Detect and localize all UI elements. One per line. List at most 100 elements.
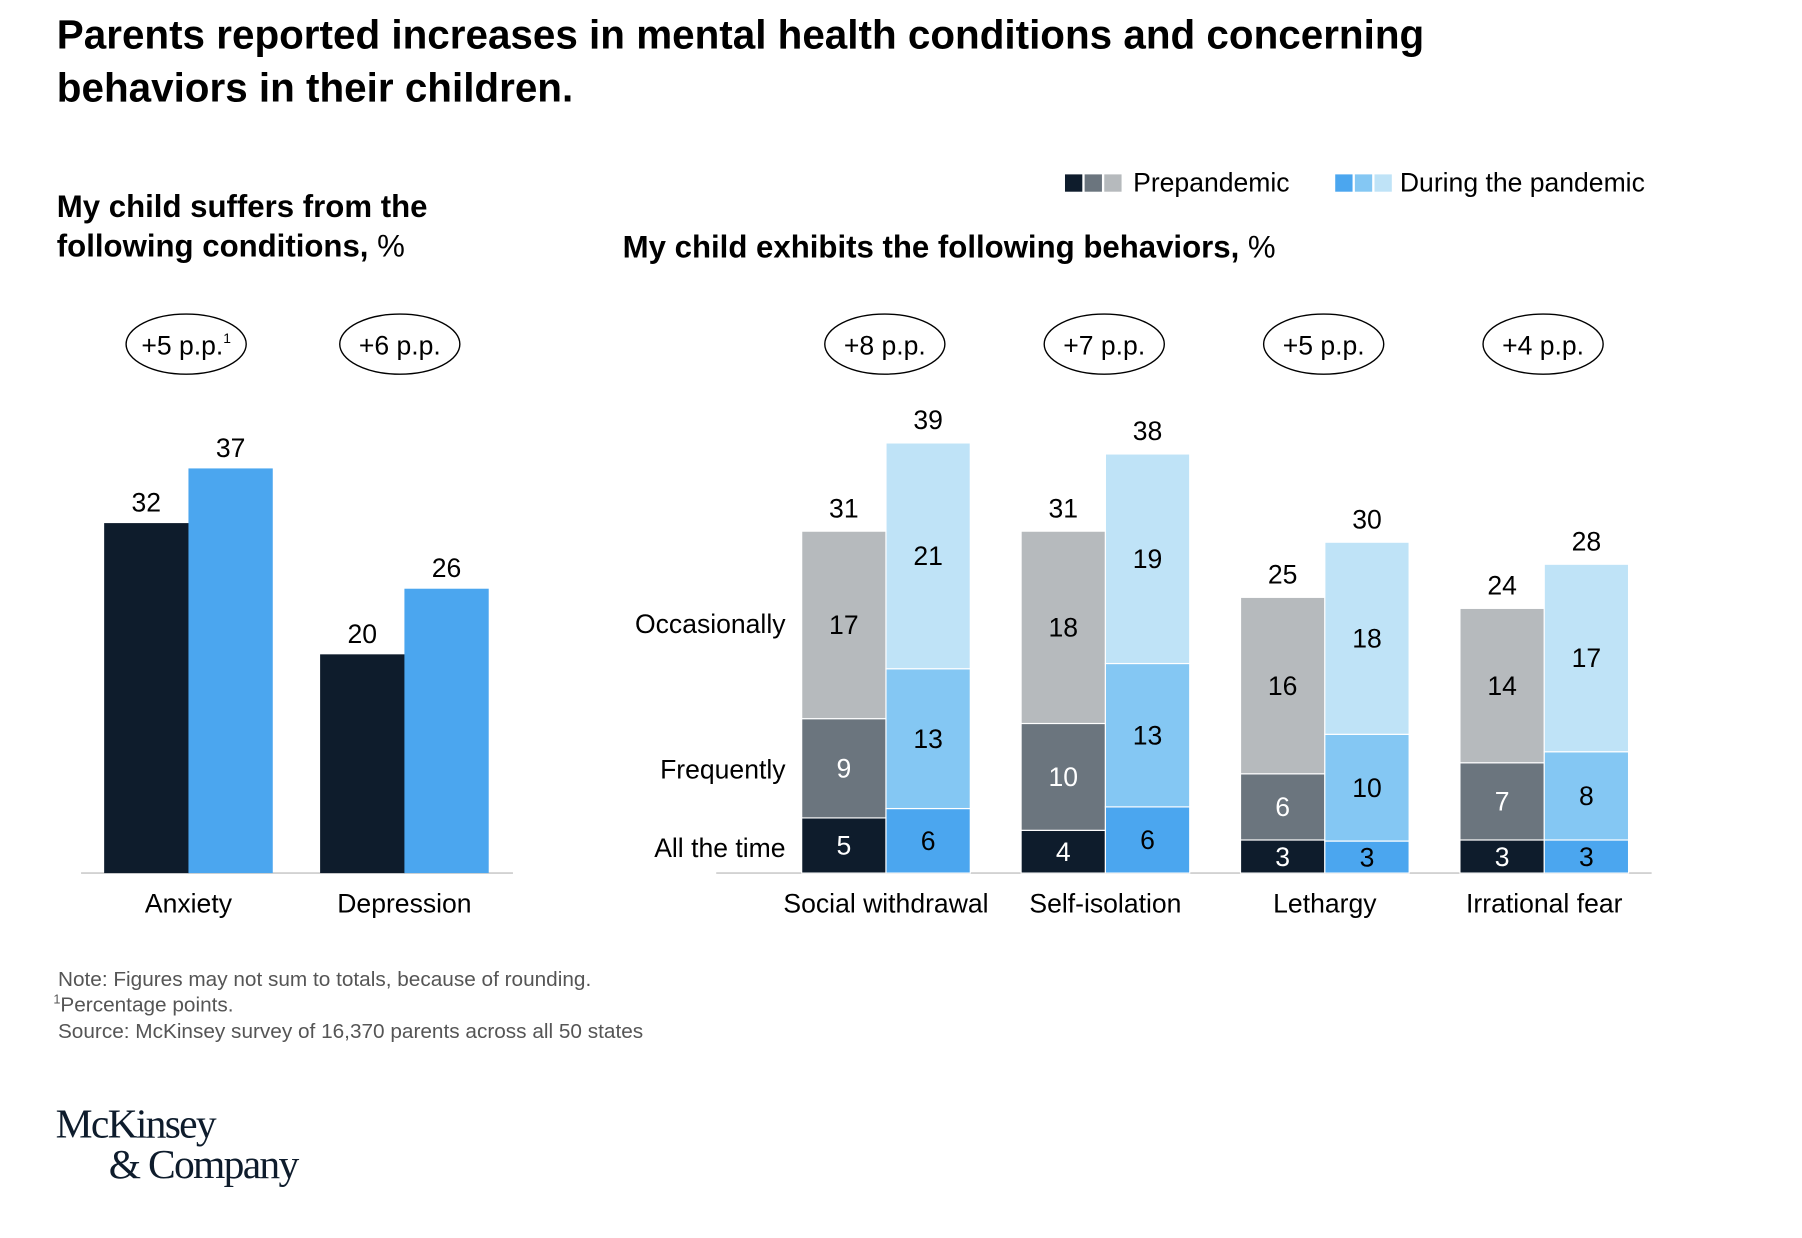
legend-label-pandemic: During the pandemic bbox=[1400, 168, 1645, 198]
bar-segment bbox=[801, 817, 887, 874]
segment-label: 14 bbox=[1487, 671, 1517, 701]
bar-segment bbox=[885, 668, 971, 810]
segment-label: 13 bbox=[913, 724, 943, 754]
bar-segment bbox=[1020, 829, 1106, 874]
change-badge bbox=[824, 313, 946, 375]
logo-line-2: & Company bbox=[109, 1141, 300, 1187]
left-subtitle-unit: % bbox=[377, 228, 405, 263]
left-subtitle-line-1: My child suffers from the bbox=[57, 189, 428, 224]
segment-label: 8 bbox=[1579, 781, 1594, 811]
bar-segment bbox=[1020, 722, 1106, 831]
segment-label: 9 bbox=[836, 754, 851, 784]
segment-label: 19 bbox=[1133, 544, 1163, 574]
bar-segment bbox=[1239, 596, 1326, 775]
change-label: +4 p.p. bbox=[1502, 331, 1584, 361]
total-label: 25 bbox=[1268, 559, 1298, 589]
right-subtitle: My child exhibits the following behavior… bbox=[623, 230, 1276, 265]
legend: Prepandemic During the pandemic bbox=[1064, 168, 1645, 198]
segment-label: 18 bbox=[1352, 623, 1382, 653]
right-subtitle-unit: % bbox=[1248, 230, 1276, 265]
category-label: Anxiety bbox=[145, 888, 233, 918]
chart-title-line-2: behaviors in their children. bbox=[57, 65, 573, 111]
category-label: Self-isolation bbox=[1029, 888, 1181, 918]
bar-segment bbox=[1324, 541, 1410, 735]
total-label: 39 bbox=[913, 405, 943, 435]
legend-swatch bbox=[1335, 174, 1353, 192]
segment-label: 21 bbox=[913, 541, 943, 571]
footnote-text: Percentage points. bbox=[60, 994, 233, 1017]
left-subtitle-line-2: following conditions, % bbox=[57, 228, 405, 263]
bar-segment bbox=[1104, 662, 1191, 808]
note-line-1: Note: Figures may not sum to totals, bec… bbox=[58, 968, 591, 991]
segment-label: 3 bbox=[1579, 842, 1594, 872]
legend-swatch bbox=[1064, 174, 1083, 192]
bar-segment bbox=[885, 807, 971, 874]
legend-swatch bbox=[1354, 174, 1373, 192]
note-source: Source: McKinsey survey of 16,370 parent… bbox=[58, 1020, 643, 1043]
segment-label: 6 bbox=[1140, 825, 1155, 855]
bar bbox=[320, 654, 405, 874]
change-label: +6 p.p. bbox=[359, 331, 441, 361]
category-label: Lethargy bbox=[1273, 888, 1377, 918]
footnote-mark: 1 bbox=[53, 993, 60, 1007]
segment-label: 6 bbox=[921, 826, 936, 856]
bar-segment bbox=[885, 442, 971, 670]
category-label: Social withdrawal bbox=[783, 888, 988, 918]
right-subtitle-text: My child exhibits the following behavior… bbox=[623, 230, 1240, 265]
bar-segment bbox=[1239, 773, 1326, 841]
segment-label: 17 bbox=[1572, 643, 1602, 673]
segment-label: 4 bbox=[1056, 837, 1071, 867]
mckinsey-logo: McKinsey & Company bbox=[56, 1101, 302, 1187]
note-line-2: 1Percentage points. bbox=[53, 993, 233, 1017]
data-label: 20 bbox=[347, 619, 377, 649]
bar-segment bbox=[1543, 563, 1630, 753]
stack-label: Occasionally bbox=[635, 609, 786, 639]
left-subtitle-text: following conditions, bbox=[57, 228, 369, 263]
segment-label: 5 bbox=[836, 831, 851, 861]
total-label: 24 bbox=[1487, 571, 1517, 601]
bar-segment bbox=[1543, 839, 1630, 874]
chart-title-line-1: Parents reported increases in mental hea… bbox=[57, 12, 1424, 58]
bar-segment bbox=[801, 530, 887, 720]
legend-swatch bbox=[1374, 174, 1392, 192]
data-label: 37 bbox=[216, 433, 246, 463]
legend-label-prepandemic: Prepandemic bbox=[1133, 168, 1289, 198]
segment-label: 10 bbox=[1352, 773, 1382, 803]
data-label: 32 bbox=[132, 488, 162, 518]
total-label: 28 bbox=[1572, 526, 1602, 556]
total-label: 38 bbox=[1133, 416, 1163, 446]
segment-label: 3 bbox=[1495, 842, 1510, 872]
bar bbox=[404, 588, 489, 874]
legend-swatch bbox=[1084, 174, 1102, 192]
footnote-mark: 1 bbox=[223, 330, 231, 346]
data-label: 26 bbox=[432, 553, 462, 583]
bar-segment bbox=[1459, 607, 1545, 764]
stack-label: Frequently bbox=[660, 754, 786, 784]
change-label: +5 p.p.1 bbox=[141, 330, 231, 361]
bar-segment bbox=[1459, 839, 1545, 874]
bar-segment bbox=[1020, 530, 1106, 725]
bar bbox=[104, 523, 190, 874]
segment-label: 17 bbox=[829, 610, 859, 640]
segment-label: 10 bbox=[1048, 762, 1078, 792]
legend-swatch bbox=[1104, 174, 1122, 192]
stack-label: All the time bbox=[654, 833, 785, 863]
segment-label: 18 bbox=[1048, 613, 1078, 643]
total-label: 30 bbox=[1352, 504, 1382, 534]
segment-label: 13 bbox=[1133, 720, 1163, 750]
segment-label: 7 bbox=[1495, 787, 1510, 817]
change-badge bbox=[1482, 313, 1604, 375]
total-label: 31 bbox=[1048, 493, 1078, 523]
change-badge bbox=[125, 313, 247, 375]
bar bbox=[188, 468, 273, 874]
total-label: 31 bbox=[829, 493, 859, 523]
bar-segment bbox=[1324, 840, 1410, 874]
logo-line-1: McKinsey bbox=[56, 1101, 217, 1147]
bar-segment bbox=[1543, 751, 1630, 841]
change-badge bbox=[1262, 313, 1385, 375]
category-label: Irrational fear bbox=[1466, 888, 1623, 918]
change-label: +8 p.p. bbox=[844, 331, 926, 361]
bar-segment bbox=[1104, 806, 1191, 874]
segment-label: 3 bbox=[1360, 842, 1375, 872]
